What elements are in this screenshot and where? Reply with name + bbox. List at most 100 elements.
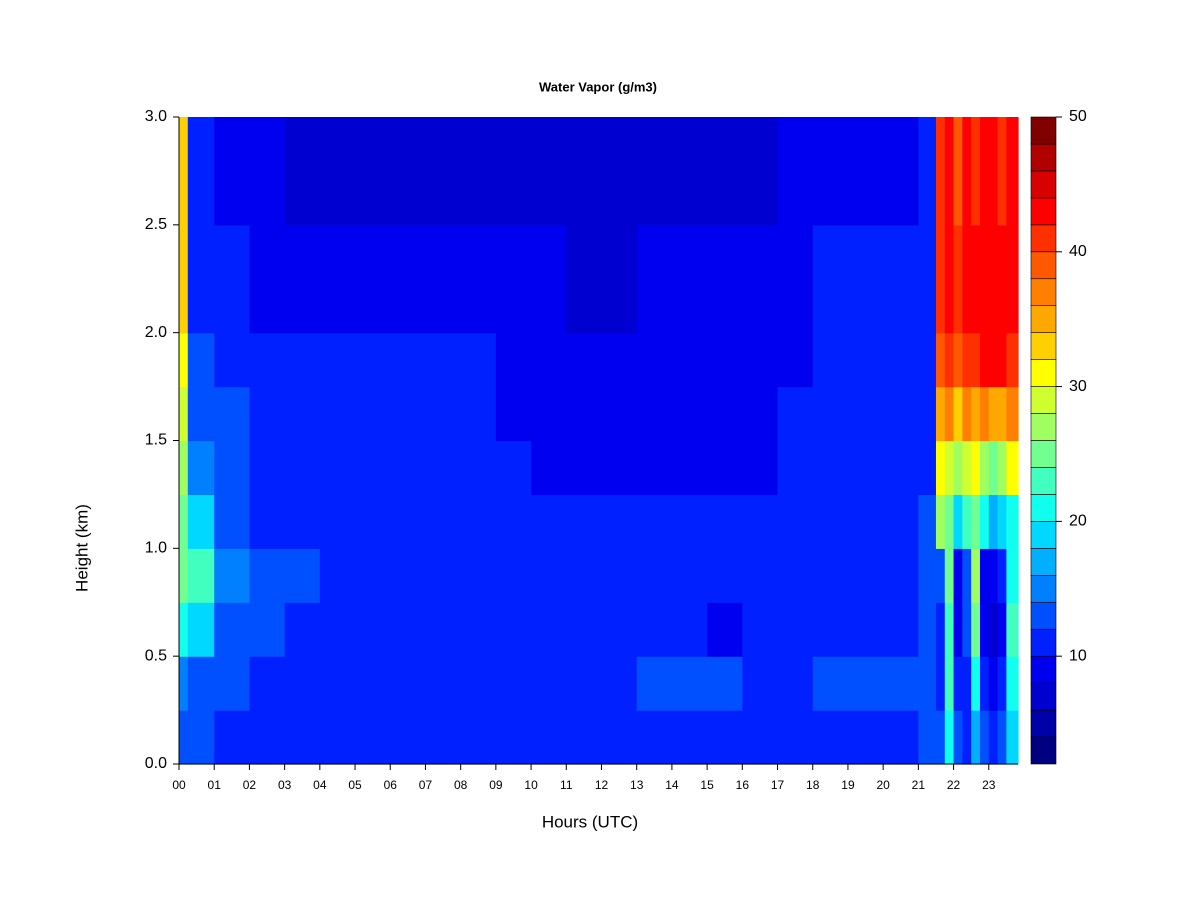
x-tick-label: 00 <box>172 778 186 792</box>
heat-cell <box>460 386 497 442</box>
heat-cell <box>214 332 251 388</box>
heat-cell <box>636 224 673 334</box>
y-tick-label: 1.0 <box>145 540 167 557</box>
heat-cell <box>390 602 427 657</box>
heat-cell <box>566 602 603 657</box>
heat-cell <box>997 548 1007 603</box>
heat-cell <box>460 332 497 388</box>
heat-cell <box>935 440 946 496</box>
heat-cell <box>187 117 215 226</box>
heat-cell <box>531 440 567 496</box>
colorbar-box <box>1030 521 1057 549</box>
heat-cell <box>671 440 708 496</box>
heat-cell <box>671 386 708 442</box>
x-tick-label: 11 <box>560 778 573 792</box>
heat-cell <box>777 440 814 496</box>
heat-cell <box>962 224 972 334</box>
heat-cell <box>671 602 708 657</box>
heat-cell <box>284 710 321 765</box>
heat-cell <box>935 332 946 388</box>
heat-cell <box>944 117 955 226</box>
heat-cell <box>390 332 427 388</box>
heat-cell <box>962 386 972 442</box>
heat-cell <box>1006 656 1019 711</box>
x-tick-label: 07 <box>419 778 433 792</box>
heat-cell <box>777 117 814 226</box>
colorbar-box <box>1030 682 1057 711</box>
heat-cell <box>187 656 215 711</box>
heat-cell <box>971 386 981 442</box>
heat-cell <box>319 332 356 388</box>
heat-cell <box>777 710 814 765</box>
heat-cell <box>962 494 972 549</box>
heat-cell <box>812 224 849 334</box>
heat-cell <box>812 656 849 711</box>
heat-cell <box>284 602 321 657</box>
heat-cell <box>847 440 884 496</box>
heat-cell <box>531 117 567 226</box>
heat-cell <box>425 440 462 496</box>
heat-cell <box>707 117 743 226</box>
heat-cell <box>971 440 981 496</box>
colorbar-tick-label: 50 <box>1069 108 1087 125</box>
heat-cell <box>979 656 990 711</box>
heat-cell <box>1006 224 1019 334</box>
heat-cell <box>707 224 743 334</box>
heat-cell <box>944 656 955 711</box>
x-tick-label: 19 <box>841 778 855 792</box>
heat-cell <box>460 548 497 603</box>
heat-cell <box>918 548 937 603</box>
heat-cell <box>566 656 603 711</box>
heat-cell <box>979 440 990 496</box>
heat-cell <box>997 440 1007 496</box>
x-tick-label: 06 <box>384 778 398 792</box>
heat-cell <box>187 494 215 549</box>
heat-cell <box>355 386 391 442</box>
heat-cell <box>742 548 779 603</box>
heat-cell <box>179 710 189 765</box>
heat-cell <box>671 332 708 388</box>
heat-cell <box>1006 494 1019 549</box>
heat-cell <box>935 548 946 603</box>
heat-cell <box>707 710 743 765</box>
heat-cell <box>918 710 937 765</box>
heat-cell <box>997 386 1007 442</box>
heat-cell <box>390 710 427 765</box>
heat-cell <box>707 494 743 549</box>
heat-cell <box>214 548 251 603</box>
heat-cell <box>284 656 321 711</box>
x-tick-label: 09 <box>489 778 503 792</box>
x-tick-label: 23 <box>982 778 996 792</box>
heat-cell <box>953 117 963 226</box>
heat-cell <box>883 224 919 334</box>
heat-cell <box>997 710 1007 765</box>
heat-cell <box>997 656 1007 711</box>
heat-cell <box>531 386 567 442</box>
heat-cell <box>918 117 937 226</box>
heat-cell <box>460 440 497 496</box>
heat-cell <box>953 440 963 496</box>
heat-cell <box>601 710 638 765</box>
heat-cell <box>997 494 1007 549</box>
heat-cell <box>935 386 946 442</box>
heat-cell <box>935 224 946 334</box>
x-tick-label: 08 <box>454 778 468 792</box>
heat-cell <box>495 548 532 603</box>
heat-cell <box>425 332 462 388</box>
heat-cell <box>935 656 946 711</box>
heat-cell <box>460 656 497 711</box>
heat-cell <box>355 548 391 603</box>
heat-cell <box>918 494 937 549</box>
heat-cell <box>355 224 391 334</box>
y-tick-label: 1.5 <box>145 432 167 449</box>
y-tick-label: 3.0 <box>145 108 167 125</box>
x-tick-label: 02 <box>243 778 257 792</box>
heat-cell <box>284 386 321 442</box>
heat-cell <box>179 117 189 226</box>
colorbar-box <box>1030 197 1057 226</box>
heat-cell <box>971 332 981 388</box>
y-tick-label: 2.0 <box>145 324 167 341</box>
heat-cell <box>319 656 356 711</box>
heat-cell <box>812 548 849 603</box>
heat-cell <box>531 494 567 549</box>
